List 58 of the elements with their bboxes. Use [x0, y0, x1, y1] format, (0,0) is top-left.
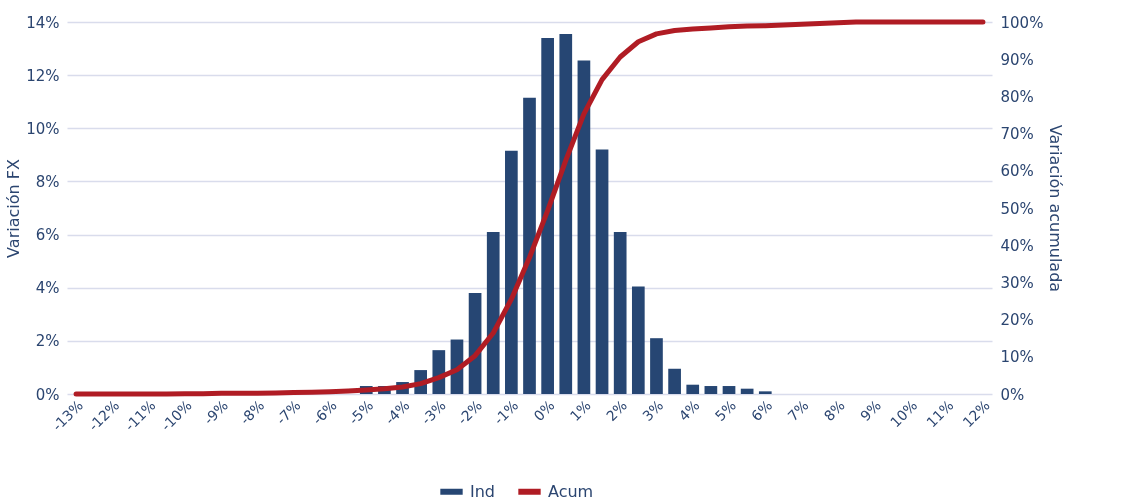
y-tick-label: 12% — [26, 66, 60, 85]
bar — [704, 386, 718, 394]
x-tick-label: 9% — [856, 397, 885, 425]
x-tick-label: 0% — [530, 397, 558, 425]
y2-tick-label: 40% — [1000, 236, 1034, 255]
y-tick-label: 14% — [26, 13, 60, 32]
y-axis-title: Variación FX — [4, 159, 24, 258]
y2-tick-label: 80% — [1000, 87, 1034, 106]
x-tick-label: 2% — [603, 397, 631, 425]
x-tick-label: -5% — [345, 397, 377, 428]
bar — [740, 388, 754, 394]
bar — [668, 368, 681, 394]
y-tick-label: 10% — [26, 119, 60, 138]
bar — [686, 384, 700, 394]
bar — [486, 231, 500, 394]
x-tick-label: -8% — [236, 397, 268, 428]
y2-tick-label: 70% — [1000, 125, 1034, 144]
x-tick-label: 7% — [784, 397, 812, 425]
x-tick-label: 8% — [820, 397, 848, 425]
x-tick-label: 6% — [748, 397, 776, 425]
y2-tick-label: 50% — [1000, 199, 1034, 218]
x-tick-label: -6% — [309, 397, 340, 428]
x-tick-label: 1% — [566, 397, 594, 425]
y2-tick-label: 100% — [1000, 13, 1044, 32]
bar — [505, 150, 518, 394]
y2-tick-label: 30% — [1000, 273, 1034, 292]
bar — [631, 286, 645, 394]
y-tick-label: 8% — [35, 172, 60, 191]
bar — [559, 33, 573, 394]
x-tick-label: -1% — [490, 397, 522, 428]
y2-tick-label: 20% — [1000, 311, 1034, 330]
y-tick-label: 2% — [35, 332, 60, 351]
x-tick-label: -3% — [418, 397, 449, 428]
y-tick-label: 4% — [35, 279, 60, 298]
legend-label: Ind — [470, 481, 496, 497]
y2-axis-title: Variación acumulada — [1046, 124, 1066, 293]
bar — [758, 391, 772, 394]
bar — [595, 149, 609, 394]
bar — [523, 97, 536, 394]
x-tick-label: 4% — [675, 397, 703, 425]
legend-label: Acum — [548, 481, 594, 497]
y-tick-label: 0% — [35, 385, 60, 404]
bar — [650, 338, 663, 394]
y2-tick-label: 0% — [1000, 385, 1025, 404]
y2-tick-label: 60% — [1000, 162, 1034, 181]
y-tick-label: 6% — [35, 226, 60, 245]
x-tick-label: 5% — [711, 397, 739, 425]
x-tick-label: -2% — [454, 397, 485, 428]
y2-tick-label: 10% — [1000, 348, 1034, 367]
bar — [577, 60, 591, 394]
x-tick-label: 3% — [639, 397, 667, 425]
x-tick-label: -4% — [381, 397, 413, 428]
bar — [722, 386, 736, 394]
bar — [541, 37, 554, 394]
x-tick-label: -9% — [200, 397, 232, 428]
x-tick-label: -7% — [273, 397, 304, 428]
bar — [613, 231, 627, 394]
y2-tick-label: 90% — [1000, 50, 1034, 69]
